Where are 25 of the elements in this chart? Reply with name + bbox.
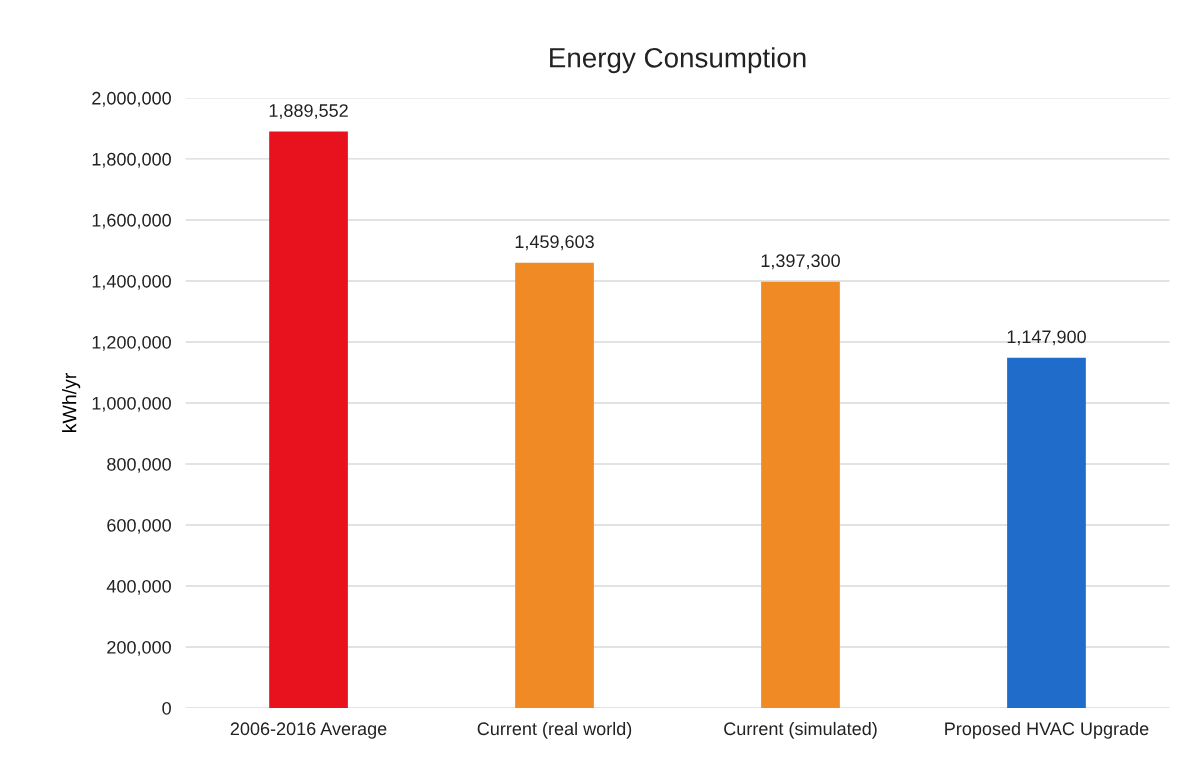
data-label: 1,397,300	[761, 254, 840, 270]
y-tick-label: 800,000	[107, 457, 171, 473]
y-tick-label: 200,000	[107, 640, 171, 656]
y-tick-label: 1,600,000	[92, 213, 171, 229]
y-tick-label: 2,000,000	[92, 91, 171, 107]
data-label: 1,459,603	[515, 235, 594, 251]
bar	[761, 281, 840, 709]
data-label: 1,147,900	[1007, 330, 1086, 346]
y-axis-title: kWh/yr	[62, 373, 81, 432]
data-label: 1,889,552	[269, 104, 348, 120]
bar	[1007, 357, 1086, 709]
y-tick-label: 1,400,000	[92, 274, 171, 290]
x-tick-label: Proposed HVAC Upgrade	[945, 721, 1149, 739]
x-tick-label: 2006-2016 Average	[230, 722, 387, 739]
x-tick-label: Current (real world)	[477, 721, 632, 739]
y-tick-label: 1,800,000	[92, 152, 171, 168]
x-tick-label: Current (simulated)	[724, 721, 877, 739]
bar	[515, 262, 594, 709]
y-tick-label: 600,000	[107, 518, 171, 534]
chart-title: Energy Consumption	[550, 47, 806, 74]
bar	[269, 131, 348, 709]
y-tick-label: 400,000	[106, 579, 171, 595]
y-tick-label: 1,000,000	[92, 396, 171, 412]
y-tick-label: 0	[162, 701, 171, 715]
y-tick-label: 1,200,000	[92, 335, 171, 351]
